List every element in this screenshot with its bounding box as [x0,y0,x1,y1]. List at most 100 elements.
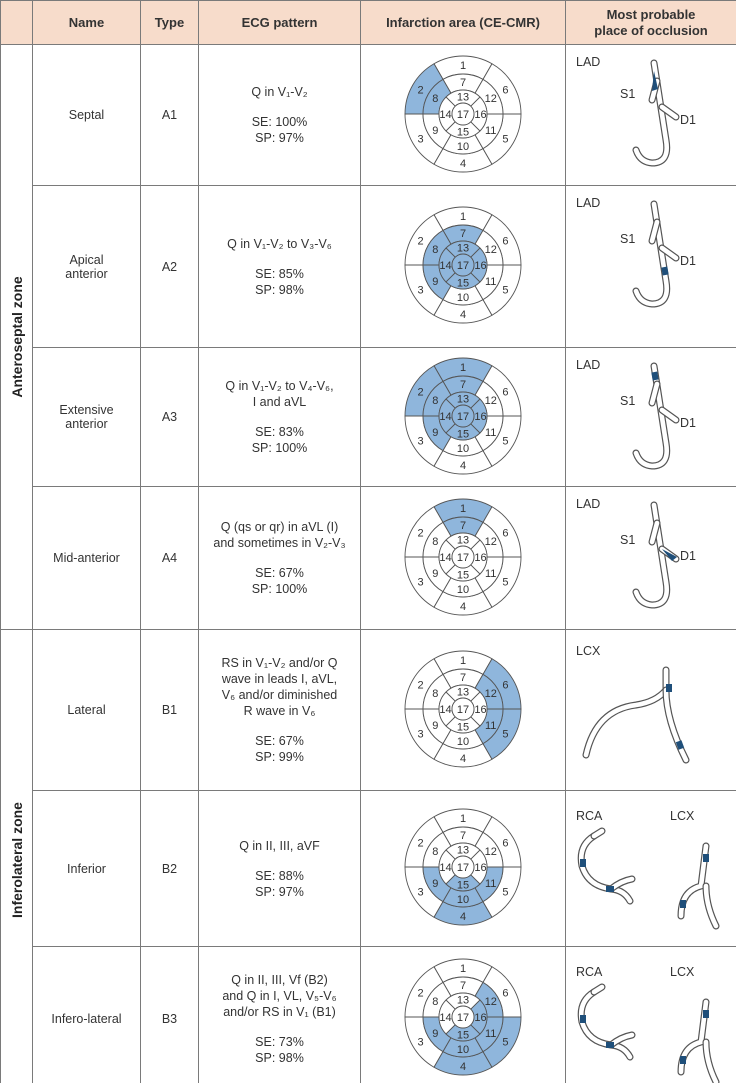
segment-label-17: 17 [457,260,469,272]
ecg-pattern-line: Q in II, III, Vf (B2) [231,972,328,987]
header-occlusion-line2: place of occlusion [594,22,708,38]
segment-label-10: 10 [457,292,469,304]
header-occlusion-line1: Most probable [606,6,696,22]
ecg-cell: Q in V₁-V₂ to V₄-V₆, I and aVL SE: 83% SP: … [198,347,361,487]
header-row: Name Type ECG pattern Infarction area (C… [0,0,736,45]
vessel-lumen [703,1039,719,1083]
segment-label-16: 16 [474,704,486,716]
segment-label-6: 6 [502,236,508,248]
type-cell: A1 [140,44,199,186]
segment-label-1: 1 [460,813,466,825]
segment-label-16: 16 [474,862,486,874]
branch-label-s1: S1 [620,232,636,246]
infarction-area-cell: 1 2 3 4 5 6 7 8 9 10 11 12 13 14 15 16 17 [360,44,566,186]
segment-label-5: 5 [502,1037,508,1049]
segment-label-7: 7 [460,830,466,842]
sensitivity: SE: 83% [255,425,304,439]
artery-label-lcx: LCX [670,809,695,823]
segment-label-12: 12 [485,395,497,407]
vessel-lumen [591,828,605,839]
segment-label-5: 5 [502,887,508,899]
segment-label-4: 4 [460,911,466,923]
infarction-area-cell: 1 2 3 4 5 6 7 8 9 10 11 12 13 14 15 16 17 [360,486,566,630]
segment-label-5: 5 [502,728,508,740]
segment-label-17: 17 [457,411,469,423]
lcx-vessel-diagram [677,842,720,930]
vessel-lumen [703,883,719,929]
table-row: Anteroseptal zone Septal A1 Q in V₁-V₂ SE: 1… [0,44,736,630]
occlusion-cell: LAD S1 D1 [565,347,736,487]
branch-label-d1: D1 [680,254,696,268]
segment-label-6: 6 [502,988,508,1000]
segment-label-8: 8 [432,846,438,858]
segment-label-2: 2 [418,527,424,539]
segment-label-3: 3 [418,728,424,740]
occlusion-marker [580,859,586,867]
artery-label-lad: LAD [576,358,601,372]
header-name: Name [32,0,141,45]
segment-label-5: 5 [502,285,508,297]
segment-label-1: 1 [460,60,466,72]
vessel-lumen [591,984,605,995]
segment-label-11: 11 [485,1028,496,1040]
segment-label-10: 10 [457,736,469,748]
ecg-pattern-line: and/or RS in V₁ (B1) [223,1004,336,1019]
ecg-pattern-line: I and aVL [252,395,307,409]
segment-label-14: 14 [439,260,451,272]
rca-vessel-diagram [577,827,636,905]
segment-label-17: 17 [457,552,469,564]
table-row: Apical anterior A2 Q in V₁-V₂ to V₃-V₆ SE: … [1,185,736,348]
occlusion-marker [661,266,669,276]
header-occlusion: Most probable place of occlusion [565,0,736,45]
occlusion-marker [666,684,672,692]
specificity: SP: 100% [251,582,308,596]
segment-label-4: 4 [460,601,466,613]
segment-label-1: 1 [460,211,466,223]
occlusion-cell: LAD S1 D1 [565,185,736,348]
segment-label-7: 7 [460,980,466,992]
segment-label-1: 1 [460,655,466,667]
ecg-cell: Q (qs or qr) in aVL (I) and sometimes in … [198,486,361,630]
segment-label-15: 15 [457,569,469,581]
branch-label-d1: D1 [680,113,696,127]
segment-label-7: 7 [460,77,466,89]
ecg-pattern-line: wave in leads I, aVL, [221,672,338,686]
segment-label-8: 8 [432,688,438,700]
vessel-lumen [578,989,633,1060]
segment-label-16: 16 [474,109,486,121]
lad-vessel-diagram [632,59,680,167]
segment-label-11: 11 [485,720,496,732]
segment-label-10: 10 [457,1044,469,1056]
occlusion-marker [662,549,677,561]
branch-label-d1: D1 [680,416,696,430]
segment-label-6: 6 [502,679,508,691]
sensitivity: SE: 73% [255,1034,304,1049]
segment-17 [451,855,475,879]
ecg-cell: RS in V₁-V₂ and/or Q wave in leads I, aVL… [198,629,361,791]
vessel-lumen [649,381,660,406]
segment-label-13: 13 [457,686,469,698]
ecg-cell: Q in V₁-V₂ SE: 100% SP: 97% [198,44,361,186]
segment-label-11: 11 [485,568,496,580]
ecg-cell: Q in V₁-V₂ to V₃-V₆ SE: 85% SP: 98% [198,185,361,348]
segment-label-17: 17 [457,862,469,874]
sensitivity: SE: 67% [255,566,304,580]
zone-cell: Anteroseptal zone [0,44,33,630]
vessel-lumen [659,245,679,261]
segment-label-16: 16 [474,552,486,564]
branch-label-s1: S1 [620,87,636,101]
vessel-lumen [678,843,709,919]
segment-label-7: 7 [460,672,466,684]
segment-label-4: 4 [460,158,466,170]
segment-label-10: 10 [457,584,469,596]
segment-label-13: 13 [457,243,469,255]
segment-label-9: 9 [432,878,438,890]
specificity: SP: 98% [255,282,304,297]
table-row: Extensive anterior A3 Q in V₁-V₂ to V₄-V₆,… [1,347,736,487]
occlusion-diagram: LAD S1 D1 [566,186,736,347]
segment-label-4: 4 [460,1061,466,1073]
rca-vessel-diagram [577,983,636,1061]
